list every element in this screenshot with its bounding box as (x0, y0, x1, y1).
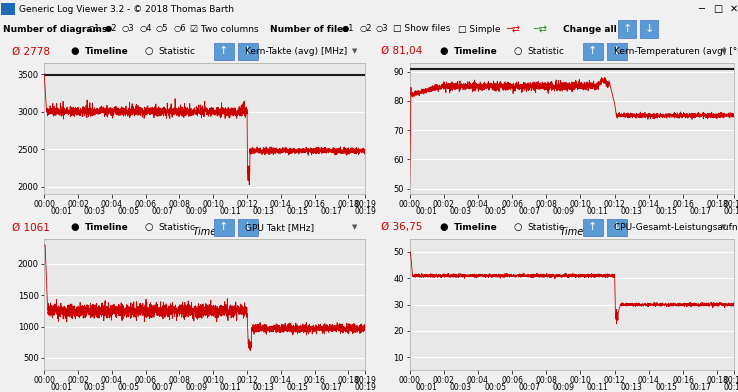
Text: Statistic: Statistic (159, 223, 196, 232)
Text: ─: ─ (698, 4, 704, 14)
Text: ↓: ↓ (612, 46, 621, 56)
Text: ●2: ●2 (105, 25, 117, 33)
Text: ○2: ○2 (359, 25, 371, 33)
Text: □: □ (713, 4, 722, 14)
Text: ↑: ↑ (588, 222, 598, 232)
Text: ●: ● (440, 46, 448, 56)
Text: ▼: ▼ (352, 48, 357, 54)
Bar (214, 219, 234, 236)
Text: ↑: ↑ (622, 24, 632, 34)
Text: Generic Log Viewer 3.2 - © 2018 Thomas Barth: Generic Log Viewer 3.2 - © 2018 Thomas B… (19, 4, 234, 13)
Text: ↑: ↑ (219, 46, 229, 56)
X-axis label: Time: Time (560, 227, 584, 237)
Text: Timeline: Timeline (86, 223, 129, 232)
Text: Kern-Takte (avg) [MHz]: Kern-Takte (avg) [MHz] (245, 47, 348, 56)
Text: ●1: ●1 (342, 25, 354, 33)
Text: Ø 1061: Ø 1061 (12, 222, 49, 232)
Text: CPU-Gesamt-Leistungsaufnahme [W]: CPU-Gesamt-Leistungsaufnahme [W] (614, 223, 738, 232)
Text: ↓: ↓ (243, 222, 252, 232)
Text: ↑: ↑ (219, 222, 229, 232)
Text: ○1: ○1 (88, 25, 100, 33)
Text: Timeline: Timeline (86, 47, 129, 56)
Text: Statistic: Statistic (528, 47, 565, 56)
Text: Timeline: Timeline (455, 47, 498, 56)
Bar (640, 20, 658, 38)
Text: Ø 36,75: Ø 36,75 (381, 222, 422, 232)
Bar (1, 3, 15, 15)
Text: ○: ○ (513, 222, 522, 232)
Text: ▼: ▼ (721, 48, 726, 54)
Text: ✕: ✕ (729, 4, 738, 14)
Text: ↓: ↓ (243, 46, 252, 56)
Text: Number of files: Number of files (270, 25, 348, 33)
Text: Statistic: Statistic (159, 47, 196, 56)
Text: ○3: ○3 (376, 25, 389, 33)
Text: Timeline: Timeline (455, 223, 498, 232)
Text: ○4: ○4 (139, 25, 151, 33)
Text: ●: ● (71, 222, 79, 232)
Text: Kern-Temperaturen (avg) [°C]: Kern-Temperaturen (avg) [°C] (614, 47, 738, 56)
Text: ○: ○ (513, 46, 522, 56)
Text: ─⇄: ─⇄ (506, 24, 520, 34)
Text: ○: ○ (144, 222, 153, 232)
Text: ●: ● (71, 46, 79, 56)
Text: ↓: ↓ (612, 222, 621, 232)
Text: ─⇄: ─⇄ (533, 24, 547, 34)
Text: ▼: ▼ (352, 224, 357, 230)
Text: ○3: ○3 (122, 25, 134, 33)
Text: ▼: ▼ (721, 224, 726, 230)
Text: ●: ● (440, 222, 448, 232)
Text: ↓: ↓ (644, 24, 654, 34)
Bar (583, 219, 603, 236)
Text: Change all: Change all (563, 25, 617, 33)
Text: ○6: ○6 (173, 25, 186, 33)
Text: ○: ○ (144, 46, 153, 56)
Bar (607, 219, 627, 236)
Bar (607, 43, 627, 60)
X-axis label: Time: Time (193, 227, 217, 237)
Bar (238, 43, 258, 60)
Text: □ Simple: □ Simple (458, 25, 500, 33)
Text: Statistic: Statistic (528, 223, 565, 232)
Text: ↑: ↑ (588, 46, 598, 56)
Bar (583, 43, 603, 60)
Text: GPU Takt [MHz]: GPU Takt [MHz] (245, 223, 314, 232)
Text: □ Show files: □ Show files (393, 25, 450, 33)
Text: ☑ Two columns: ☑ Two columns (190, 25, 258, 33)
Bar (238, 219, 258, 236)
Text: Ø 2778: Ø 2778 (12, 46, 49, 56)
Bar (618, 20, 636, 38)
Text: Number of diagrams: Number of diagrams (3, 25, 107, 33)
Text: ○5: ○5 (156, 25, 168, 33)
Bar (214, 43, 234, 60)
Text: Ø 81,04: Ø 81,04 (381, 46, 422, 56)
